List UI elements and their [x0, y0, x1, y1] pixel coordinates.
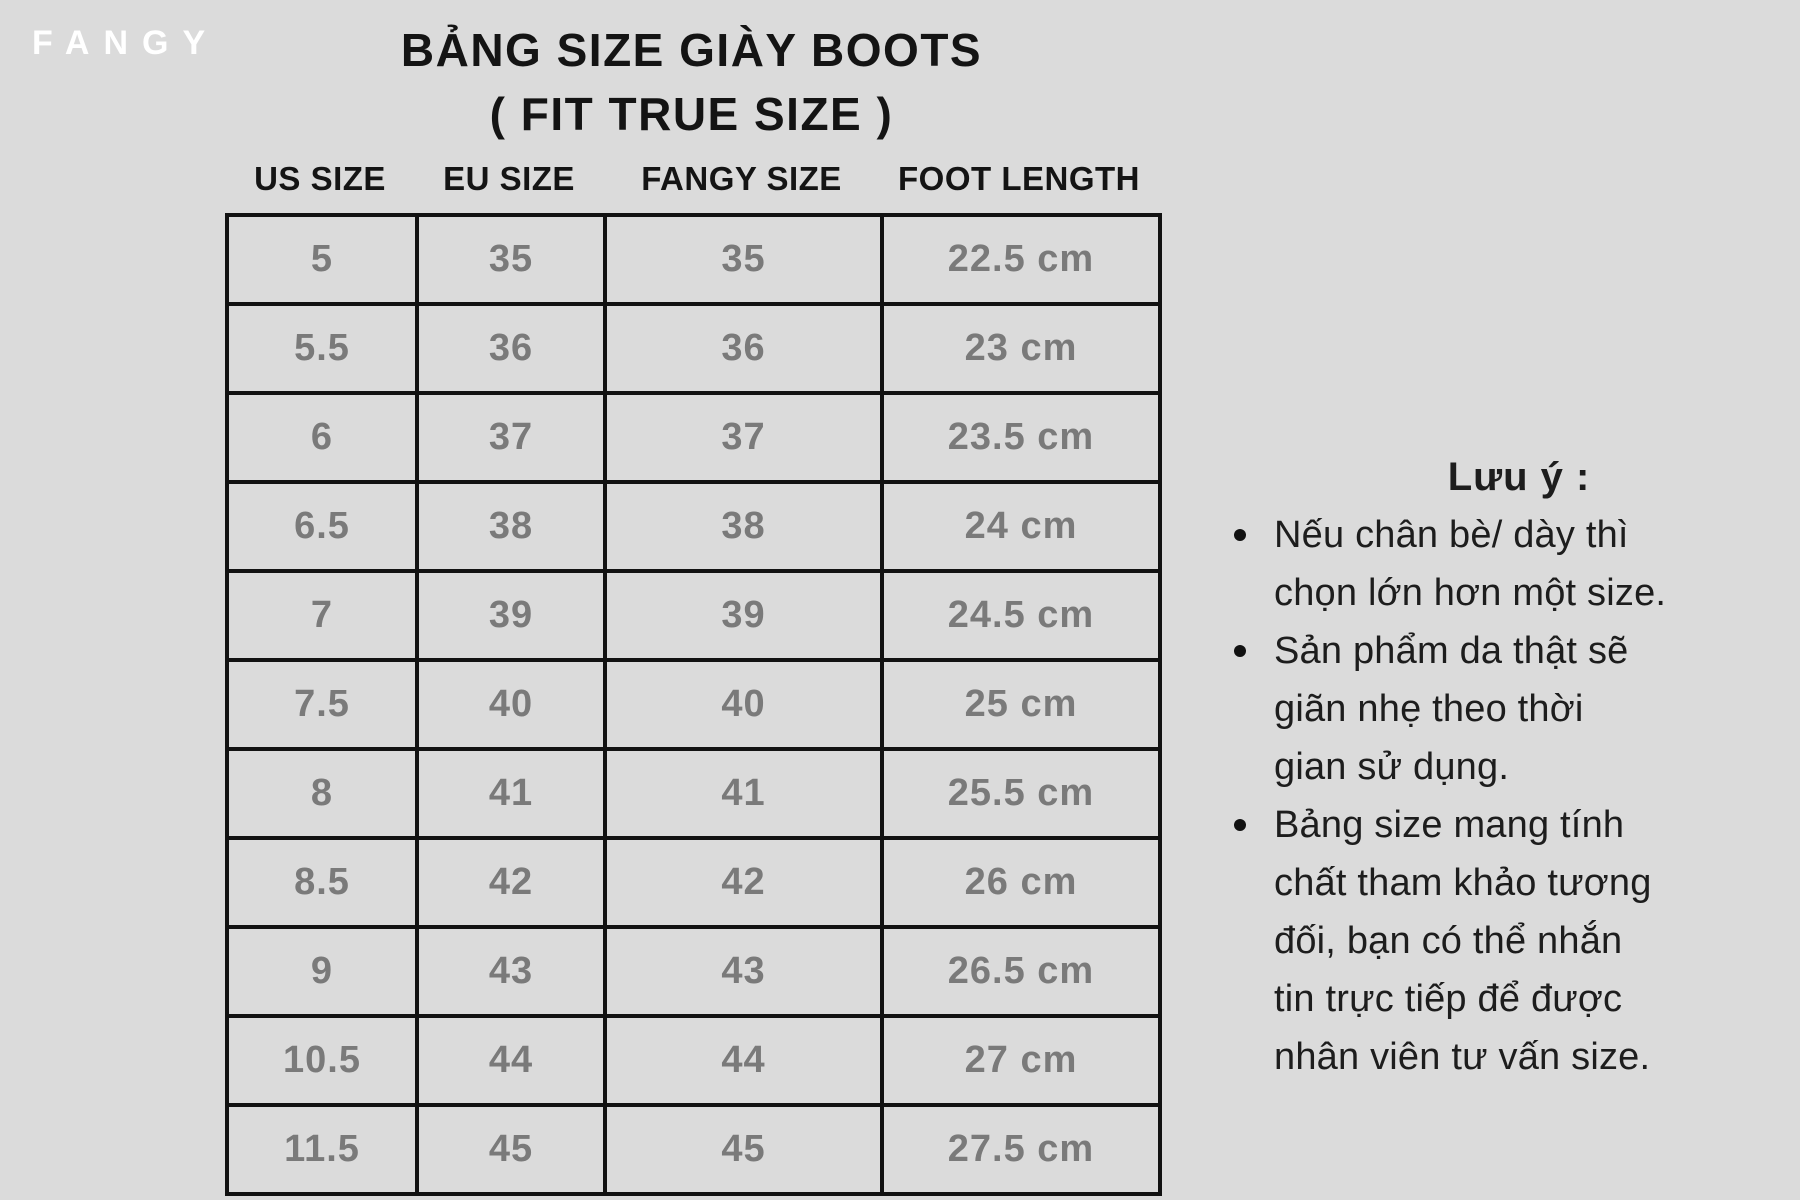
column-header: FANGY SIZE	[641, 160, 842, 197]
size-cell: 26 cm	[880, 836, 1162, 929]
table-row: 9 43 43 26.5 cm	[225, 925, 1162, 1018]
size-cell: 43	[603, 925, 884, 1018]
size-cell: 25.5 cm	[880, 747, 1162, 840]
size-cell: 43	[415, 925, 607, 1018]
page-subtitle: ( FIT TRUE SIZE )	[489, 88, 894, 140]
size-cell: 37	[603, 391, 884, 484]
note-line: chọn lớn hơn một size.	[1274, 572, 1667, 614]
note-line: nhân viên tư vấn size.	[1274, 1036, 1651, 1078]
size-cell: 23.5 cm	[880, 391, 1162, 484]
size-cell: 41	[415, 747, 607, 840]
bullet-icon	[1234, 819, 1246, 831]
note-text: Sản phẩm da thật sẽ giãn nhẹ theo thời gia…	[1274, 622, 1628, 796]
table-row: 7 39 39 24.5 cm	[225, 569, 1162, 662]
size-cell: 39	[415, 569, 607, 662]
size-cell: 42	[415, 836, 607, 929]
size-cell: 35	[415, 213, 607, 306]
size-table: 5 35 35 22.5 cm 5.5 36 36 23 cm 6 37 37 23.5 cm 6.5 3…	[225, 213, 1162, 1196]
note-line: Bảng size mang tính	[1274, 804, 1625, 846]
column-header: FOOT LENGTH	[898, 160, 1140, 197]
size-cell: 6.5	[225, 480, 419, 573]
table-row: 8.5 42 42 26 cm	[225, 836, 1162, 929]
notes-heading: Lưu ý :	[1447, 455, 1591, 499]
notes-panel: Lưu ý : Nếu chân bè/ dày thì chọn lớn hơn…	[1232, 452, 1777, 1086]
size-cell: 8.5	[225, 836, 419, 929]
size-cell: 10.5	[225, 1014, 419, 1107]
size-cell: 7.5	[225, 658, 419, 751]
title-block: BẢNG SIZE GIÀY BOOTS ( FIT TRUE SIZE )	[225, 18, 1158, 146]
size-cell: 11.5	[225, 1103, 419, 1196]
size-cell: 35	[603, 213, 884, 306]
note-line: giãn nhẹ theo thời	[1274, 688, 1584, 730]
size-cell: 8	[225, 747, 419, 840]
notes-list: Nếu chân bè/ dày thì chọn lớn hơn một siz…	[1232, 506, 1777, 1086]
note-item: Bảng size mang tính chất tham khảo tương đ…	[1232, 796, 1777, 1086]
table-row: 7.5 40 40 25 cm	[225, 658, 1162, 751]
size-cell: 22.5 cm	[880, 213, 1162, 306]
note-text: Bảng size mang tính chất tham khảo tương đ…	[1274, 796, 1652, 1086]
size-cell: 37	[415, 391, 607, 484]
column-header: US SIZE	[254, 160, 386, 197]
column-header: EU SIZE	[443, 160, 575, 197]
size-cell: 5.5	[225, 302, 419, 395]
size-cell: 40	[603, 658, 884, 751]
size-cell: 5	[225, 213, 419, 306]
size-cell: 24 cm	[880, 480, 1162, 573]
table-row: 8 41 41 25.5 cm	[225, 747, 1162, 840]
size-cell: 24.5 cm	[880, 569, 1162, 662]
size-cell: 38	[415, 480, 607, 573]
size-cell: 27 cm	[880, 1014, 1162, 1107]
size-cell: 36	[603, 302, 884, 395]
note-line: Nếu chân bè/ dày thì	[1274, 514, 1629, 556]
size-cell: 36	[415, 302, 607, 395]
size-cell: 26.5 cm	[880, 925, 1162, 1018]
size-cell: 25 cm	[880, 658, 1162, 751]
size-cell: 23 cm	[880, 302, 1162, 395]
table-row: 6 37 37 23.5 cm	[225, 391, 1162, 484]
note-item: Sản phẩm da thật sẽ giãn nhẹ theo thời gia…	[1232, 622, 1777, 796]
note-line: đối, bạn có thể nhắn	[1274, 920, 1623, 962]
table-row: 11.5 45 45 27.5 cm	[225, 1103, 1162, 1196]
size-cell: 44	[415, 1014, 607, 1107]
size-cell: 39	[603, 569, 884, 662]
note-line: Sản phẩm da thật sẽ	[1274, 630, 1629, 672]
page-title: BẢNG SIZE GIÀY BOOTS	[400, 24, 983, 76]
table-row: 6.5 38 38 24 cm	[225, 480, 1162, 573]
note-item: Nếu chân bè/ dày thì chọn lớn hơn một siz…	[1232, 506, 1777, 622]
note-line: tin trực tiếp để được	[1274, 978, 1623, 1020]
table-row: 5 35 35 22.5 cm	[225, 213, 1162, 306]
size-cell: 6	[225, 391, 419, 484]
size-cell: 38	[603, 480, 884, 573]
bullet-icon	[1234, 529, 1246, 541]
size-cell: 45	[603, 1103, 884, 1196]
note-line: gian sử dụng.	[1274, 746, 1510, 788]
size-cell: 44	[603, 1014, 884, 1107]
brand-logo: FANGY	[32, 24, 220, 62]
note-line: chất tham khảo tương	[1274, 862, 1652, 904]
table-row: 10.5 44 44 27 cm	[225, 1014, 1162, 1107]
size-cell: 7	[225, 569, 419, 662]
column-headers: US SIZE EU SIZE FANGY SIZE FOOT LENGTH	[225, 160, 1158, 198]
size-cell: 41	[603, 747, 884, 840]
table-row: 5.5 36 36 23 cm	[225, 302, 1162, 395]
bullet-icon	[1234, 645, 1246, 657]
size-table-body: 5 35 35 22.5 cm 5.5 36 36 23 cm 6 37 37 23.5 cm 6.5 3…	[225, 213, 1162, 1196]
size-cell: 42	[603, 836, 884, 929]
size-cell: 45	[415, 1103, 607, 1196]
size-cell: 27.5 cm	[880, 1103, 1162, 1196]
size-cell: 40	[415, 658, 607, 751]
size-cell: 9	[225, 925, 419, 1018]
note-text: Nếu chân bè/ dày thì chọn lớn hơn một siz…	[1274, 506, 1666, 622]
